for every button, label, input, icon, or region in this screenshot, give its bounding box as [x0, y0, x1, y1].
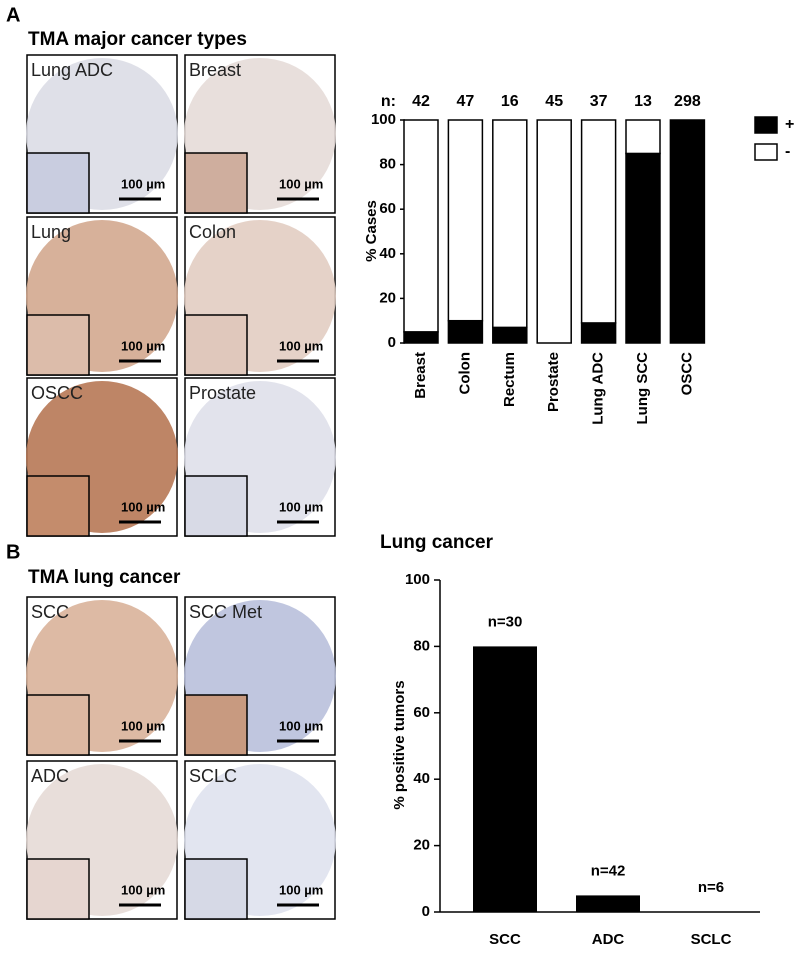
panel-title: TMA lung cancer	[28, 567, 181, 588]
y-tick-label: 60	[379, 200, 396, 217]
panel-title: TMA major cancer types	[28, 29, 247, 50]
bar-segment	[447, 319, 484, 344]
y-tick-label: 100	[371, 111, 396, 128]
y-tick-label: 100	[405, 571, 430, 588]
bar-segment	[580, 119, 617, 324]
inset	[26, 152, 90, 214]
image-label: ADC	[31, 766, 69, 786]
scale-label: 100 µm	[121, 499, 165, 514]
y-tick-label: 20	[379, 289, 396, 306]
image-label: SCLC	[189, 766, 237, 786]
inset	[184, 152, 248, 214]
y-tick-label: 80	[379, 156, 396, 173]
scale-label: 100 µm	[121, 882, 165, 897]
scale-label: 100 µm	[279, 176, 323, 191]
y-tick-label: 0	[388, 334, 396, 351]
x-tick-label: SCC	[489, 931, 521, 948]
scale-label: 100 µm	[279, 338, 323, 353]
scale-label: 100 µm	[121, 176, 165, 191]
legend-label: -	[785, 143, 790, 160]
scale-label: 100 µm	[279, 499, 323, 514]
x-tick-label: Prostate	[545, 352, 562, 412]
chart-title: Lung cancer	[380, 532, 494, 553]
sample-size: 298	[674, 93, 701, 110]
image-label: Lung ADC	[31, 60, 113, 80]
bar	[576, 895, 640, 912]
x-tick-label: Rectum	[501, 352, 518, 407]
bar-segment	[536, 119, 572, 344]
sample-size: 13	[634, 93, 652, 110]
image-label: Colon	[189, 222, 236, 242]
scale-label: 100 µm	[121, 718, 165, 733]
x-tick-label: OSCC	[678, 352, 695, 396]
panel-label: B	[6, 541, 20, 563]
x-tick-label: Breast	[412, 352, 429, 399]
image-label: Breast	[189, 60, 241, 80]
sample-size: 37	[590, 93, 608, 110]
sample-size: 47	[457, 93, 475, 110]
y-axis-label: % positive tumors	[391, 680, 408, 809]
bar-annotation: n=6	[698, 879, 724, 896]
scale-label: 100 µm	[121, 338, 165, 353]
bar	[473, 646, 537, 912]
x-tick-label: SCLC	[691, 931, 732, 948]
scale-label: 100 µm	[279, 718, 323, 733]
x-tick-label: Lung SCC	[634, 352, 651, 425]
bar-segment	[669, 119, 706, 344]
bar-segment	[403, 119, 439, 333]
inset	[184, 475, 248, 537]
inset	[184, 694, 248, 756]
y-axis-label: % Cases	[363, 200, 380, 262]
bar-segment	[447, 119, 484, 322]
bar-segment	[403, 331, 439, 344]
inset	[184, 314, 248, 376]
bar-segment	[625, 119, 661, 155]
bar-annotation: n=42	[591, 862, 626, 879]
y-tick-label: 60	[413, 704, 430, 721]
image-label: SCC Met	[189, 602, 262, 622]
legend-swatch	[754, 143, 778, 161]
image-label: Prostate	[189, 383, 256, 403]
image-label: OSCC	[31, 383, 83, 403]
y-tick-label: 20	[413, 837, 430, 854]
image-label: SCC	[31, 602, 69, 622]
inset	[26, 858, 90, 920]
bar-segment	[492, 326, 528, 344]
panel-label: A	[6, 4, 20, 26]
inset	[26, 694, 90, 756]
y-tick-label: 40	[413, 770, 430, 787]
sample-size: 42	[412, 93, 430, 110]
sample-size: 45	[545, 93, 563, 110]
bar-annotation: n=30	[488, 613, 523, 630]
y-tick-label: 0	[422, 903, 430, 920]
bar-segment	[580, 322, 617, 344]
inset	[184, 858, 248, 920]
inset	[26, 314, 90, 376]
bar-segment	[492, 119, 528, 329]
sample-size: 16	[501, 93, 519, 110]
y-tick-label: 80	[413, 637, 430, 654]
x-tick-label: Colon	[456, 352, 473, 395]
x-tick-label: ADC	[592, 931, 625, 948]
image-label: Lung	[31, 222, 71, 242]
inset	[26, 475, 90, 537]
n-prefix: n:	[381, 93, 396, 110]
y-tick-label: 40	[379, 245, 396, 262]
x-tick-label: Lung ADC	[590, 352, 607, 425]
legend-label: +	[785, 116, 794, 133]
bar-segment	[625, 152, 661, 344]
legend-swatch	[754, 116, 778, 134]
scale-label: 100 µm	[279, 882, 323, 897]
